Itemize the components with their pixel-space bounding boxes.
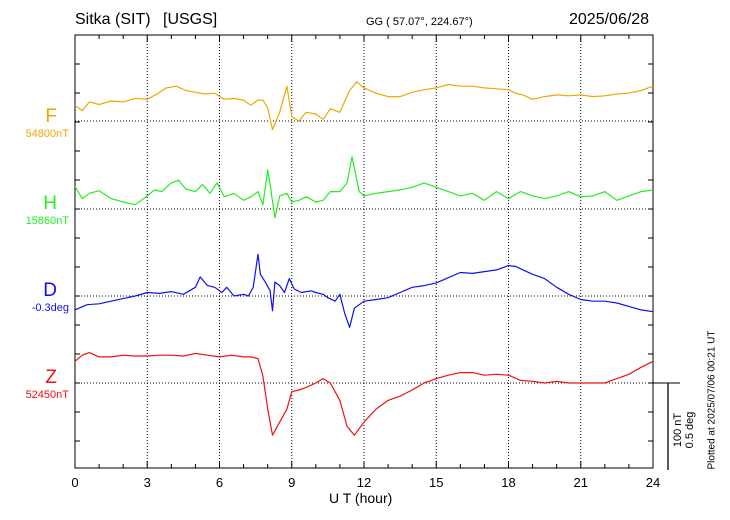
x-ticks: 0 3 6 9 12 15 18 21 24 [71,35,660,490]
date-label: 2025/06/28 [569,11,650,28]
series-group [74,81,654,436]
x-tick-label: 21 [574,475,588,490]
series-line-d [74,253,654,328]
source-label: [USGS] [163,11,218,28]
series-line-f [74,81,654,131]
gridlines [75,35,653,468]
x-tick-label: 24 [646,475,660,490]
series-label-f: F [45,106,57,127]
baseline-label-f: 54800nT [25,128,69,140]
x-tick-label: 18 [501,475,515,490]
scale-bar [653,382,680,470]
x-tick-label: 0 [71,475,78,490]
series-label-d: D [43,280,57,301]
station-title: Sitka (SIT) [75,11,151,28]
series-label-z: Z [45,367,57,388]
coords-label: GG ( 57.07°, 224.67°) [366,16,473,28]
x-tick-label: 15 [429,475,443,490]
scale-bar-nt: 100 nT [672,412,684,448]
series-label-h: H [43,193,57,214]
series-line-h [74,156,654,219]
x-tick-label: 12 [357,475,371,490]
x-tick-label: 9 [288,475,295,490]
scale-bar-deg: 0.5 deg [684,411,696,449]
baseline-label-d: -0.3deg [31,302,69,314]
x-tick-label: 6 [216,475,223,490]
baseline-label-z: 52450nT [25,389,69,401]
series-line-z [74,352,654,436]
plotted-note: Plotted at 2025/07/06 00:21 UT [706,330,718,470]
x-tick-label: 3 [144,475,151,490]
scale-bar-text: 100 nT 0.5 deg [672,412,696,449]
x-axis-title: U T (hour) [329,490,393,506]
baseline-label-h: 15860nT [25,215,69,227]
